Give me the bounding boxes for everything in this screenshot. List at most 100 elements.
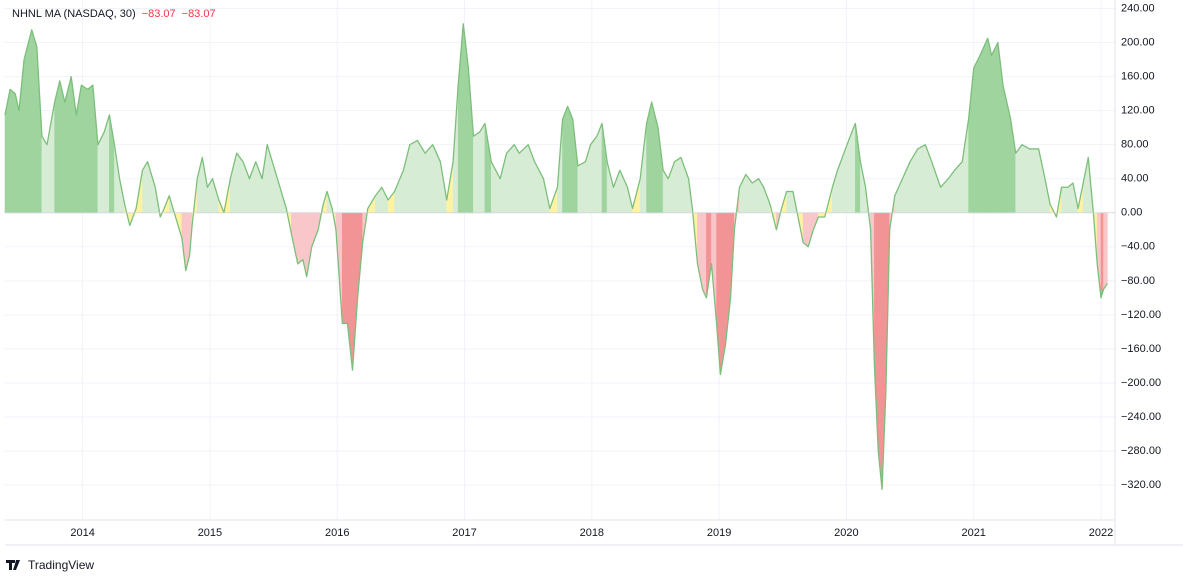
x-tick-label: 2022: [1089, 527, 1113, 539]
grid: [5, 0, 1115, 520]
area-segment: [46, 102, 55, 214]
area-segment: [394, 170, 404, 214]
area-segment: [87, 84, 94, 214]
y-tick-label: −320.00: [1121, 479, 1161, 491]
x-tick-label: 2019: [707, 527, 731, 539]
area-segment: [613, 170, 621, 214]
x-tick-label: 2015: [198, 527, 222, 539]
brand-logo: [6, 560, 20, 570]
area-segment: [424, 143, 434, 214]
area-segment: [409, 139, 418, 214]
area-segment: [590, 135, 598, 214]
area-segment: [462, 23, 469, 214]
area-segment: [506, 143, 515, 214]
y-tick-label: −240.00: [1121, 411, 1161, 423]
area-segment: [381, 187, 389, 214]
area-segment: [562, 106, 568, 214]
area-segment: [807, 212, 814, 247]
x-tick-label: 2014: [70, 527, 94, 539]
area-segment: [596, 123, 603, 214]
area-segment: [786, 191, 794, 214]
area-segment: [961, 119, 969, 214]
area-segment: [1021, 144, 1031, 214]
area-segment: [41, 135, 48, 214]
area-segment: [31, 29, 38, 214]
area-segment: [680, 157, 689, 214]
x-tick-label: 2021: [961, 527, 985, 539]
area-segment: [991, 42, 999, 214]
area-segment: [979, 38, 989, 214]
y-tick-label: 120.00: [1121, 105, 1155, 117]
area-segment: [849, 123, 856, 214]
y-tick-label: 40.00: [1121, 173, 1149, 185]
area-segment: [651, 102, 659, 214]
area-segment: [860, 161, 866, 214]
area-segment: [1100, 212, 1104, 298]
x-tick-label: 2017: [452, 527, 476, 539]
logo-mark: [6, 560, 20, 570]
areas: [4, 23, 1115, 491]
indicator-value: −83.07: [141, 8, 176, 20]
area-segment: [484, 123, 492, 214]
area-segment: [9, 88, 16, 214]
y-tick-label: −160.00: [1121, 343, 1161, 355]
area-segment: [909, 147, 918, 214]
area-segment: [745, 173, 753, 214]
area-segment: [606, 161, 614, 214]
area-segment: [432, 144, 441, 214]
area-segment: [75, 85, 82, 214]
area-segment: [261, 144, 268, 214]
area-segment: [931, 161, 941, 214]
y-tick-label: 200.00: [1121, 36, 1155, 48]
area-segment: [272, 161, 281, 214]
area-segment: [342, 212, 348, 324]
area-segment: [1103, 212, 1108, 291]
area-segment: [1061, 186, 1069, 214]
indicator-title: NHNL MA (NASDAQ, 30): [12, 8, 136, 20]
area-segment: [352, 212, 358, 371]
area-segment: [1015, 143, 1023, 214]
area-segment: [1038, 148, 1046, 214]
area-segment: [479, 122, 486, 214]
y-tick-label: −280.00: [1121, 445, 1161, 457]
area-segment: [513, 143, 520, 214]
area-segment: [657, 127, 664, 214]
area-segment: [674, 156, 682, 214]
area-segment: [1082, 157, 1089, 214]
area-segment: [518, 143, 529, 214]
area-segment: [147, 161, 156, 214]
legend-header: NHNL MA (NASDAQ, 30) −83.07 −83.07: [12, 8, 216, 20]
y-tick-label: 160.00: [1121, 71, 1155, 83]
x-tick-label: 2018: [580, 527, 604, 539]
area-segment: [236, 152, 244, 214]
area-segment: [855, 123, 861, 214]
y-tick-label: −200.00: [1121, 377, 1161, 389]
area-segment: [702, 212, 707, 298]
area-segment: [877, 212, 883, 490]
area-segment: [1029, 148, 1039, 214]
axes: 240.00 200.00 160.00 120.00 80.00 40.00 0.00 −4…: [5, 0, 1183, 546]
y-tick-label: 240.00: [1121, 2, 1155, 14]
area-segment: [894, 178, 903, 214]
area-segment: [306, 212, 313, 277]
area-segment: [468, 68, 474, 214]
area-segment: [601, 123, 608, 214]
indicator-value: −83.07: [181, 8, 216, 20]
area-segment: [987, 38, 992, 214]
area-segment: [802, 212, 809, 248]
area-segment: [311, 212, 319, 247]
y-tick-label: −80.00: [1121, 275, 1155, 287]
area-segment: [567, 106, 574, 214]
indicator-line: [4, 23, 1108, 491]
area-segment: [973, 55, 981, 214]
area-segment: [572, 119, 579, 214]
x-tick-label: 2016: [325, 527, 349, 539]
area-segment: [917, 144, 926, 214]
area-segment: [751, 178, 759, 214]
area-segment: [843, 136, 851, 214]
area-segment: [619, 170, 628, 214]
area-segment: [1067, 182, 1074, 214]
y-tick-label: 80.00: [1121, 139, 1149, 151]
